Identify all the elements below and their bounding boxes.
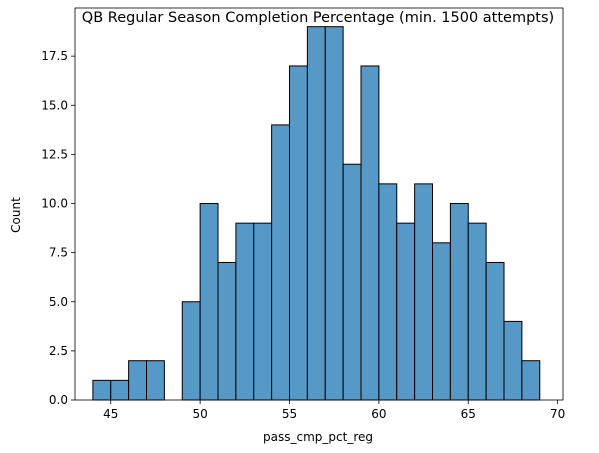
x-tick-label: 60 (371, 407, 386, 421)
bars-group (92, 26, 541, 401)
histogram-bar (521, 360, 541, 401)
x-axis-label: pass_cmp_pct_reg (263, 430, 373, 444)
x-tick-label: 45 (103, 407, 118, 421)
plot-frame (74, 7, 564, 401)
histogram-bar (199, 203, 219, 401)
x-tick-label: 50 (192, 407, 207, 421)
y-tick-label: 5.0 (49, 295, 68, 309)
histogram-bar (342, 163, 362, 401)
histogram-bar (181, 301, 201, 401)
histogram-bar (92, 379, 112, 401)
chart-title: QB Regular Season Completion Percentage … (82, 10, 554, 26)
histogram-bar (449, 203, 469, 401)
y-axis-label: Count (9, 197, 23, 233)
histogram-bar (396, 222, 416, 401)
y-tick-label: 10.0 (41, 197, 68, 211)
histogram-bar (253, 222, 273, 401)
y-tick-label: 17.5 (41, 49, 68, 63)
histogram-bar (110, 379, 130, 401)
histogram-bar (324, 26, 344, 401)
x-tick-label: 65 (461, 407, 476, 421)
histogram-bar (414, 183, 434, 401)
histogram-bar (289, 65, 308, 401)
histogram-bar (467, 222, 487, 401)
x-axis-ticks: 45 50 55 60 65 70 (103, 400, 565, 421)
histogram-bar (360, 65, 380, 401)
histogram-bar (306, 26, 326, 401)
histogram-bar (432, 242, 451, 401)
x-tick-label: 70 (550, 407, 565, 421)
histogram-bar (503, 320, 523, 401)
y-tick-label: 7.5 (49, 246, 68, 260)
histogram-bar (217, 261, 237, 401)
y-tick-label: 2.5 (49, 344, 68, 358)
y-tick-label: 15.0 (41, 98, 68, 112)
y-axis-ticks: 0.0 2.5 5.0 7.5 10.0 12.5 15.0 17.5 (41, 49, 75, 407)
histogram-bar (378, 183, 398, 401)
x-tick-label: 55 (282, 407, 297, 421)
y-tick-label: 12.5 (41, 147, 68, 161)
histogram-bar (235, 222, 255, 401)
histogram-bar (146, 360, 165, 401)
histogram-bar (128, 360, 148, 401)
y-tick-label: 0.0 (49, 393, 68, 407)
histogram-bar (485, 261, 505, 401)
histogram-bar (271, 124, 291, 401)
